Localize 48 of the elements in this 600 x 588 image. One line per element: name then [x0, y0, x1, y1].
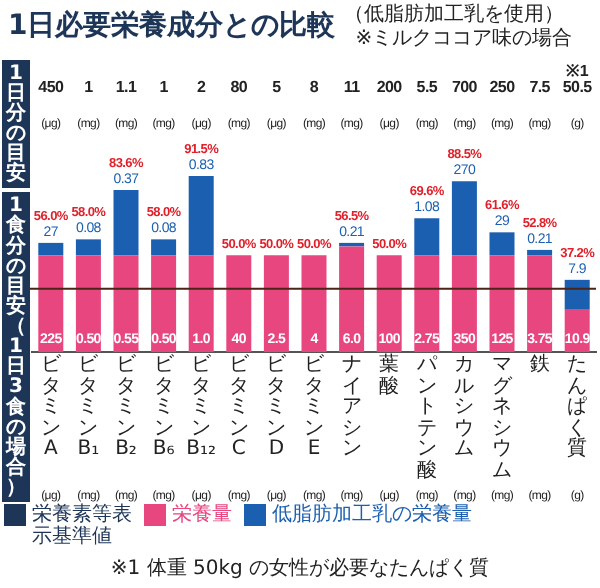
- x-tick-label: ビタミンE: [302, 354, 326, 461]
- x-tick-label: ビタミンC: [226, 354, 251, 461]
- x-tick-label: ビタミンD: [264, 354, 289, 461]
- x-tick-label: ビタミンB₆: [150, 354, 177, 461]
- bar: [188, 176, 214, 256]
- text: ※ミルクココア味の場合: [353, 28, 573, 52]
- bar: [113, 190, 139, 256]
- bar: [414, 255, 440, 352]
- x-tick-label: パントテン酸: [414, 354, 440, 482]
- x-tick-label: カルシウム: [452, 354, 477, 461]
- x-tick-label: 鉄: [527, 354, 552, 377]
- bar: [38, 255, 64, 352]
- bar: [151, 255, 177, 352]
- legend-label: 低脂肪加工乳の栄養量: [272, 504, 472, 526]
- bar: [263, 255, 289, 352]
- bar: [527, 249, 553, 256]
- bar: [451, 255, 477, 352]
- chart-title: 1日必要栄養成分との比較: [8, 8, 336, 46]
- bar: [527, 255, 553, 352]
- x-tick-label: ビタミンA: [38, 354, 63, 461]
- bar: [414, 218, 440, 256]
- bar: [113, 255, 139, 352]
- bar: [75, 255, 101, 352]
- bar: [188, 255, 214, 352]
- bar: [226, 255, 252, 352]
- x-tick-label: ビタミンB₁₂: [185, 354, 218, 461]
- bar: [564, 279, 590, 310]
- text: 栄養素等表示基準値: [32, 504, 132, 548]
- x-tick-label: ビタミンB₁: [75, 354, 102, 461]
- x-tick-label: マグネシウム: [490, 354, 514, 482]
- text: 1食分の目安（1日3食の場合）: [6, 195, 26, 500]
- chart-subtitle: （低脂肪加工乳を使用）: [343, 4, 566, 27]
- bar: [38, 242, 64, 256]
- x-tick-label: ナイアシン: [339, 354, 364, 461]
- x-tick-label: たんぱく質: [565, 354, 590, 461]
- legend-label: 栄養量: [172, 504, 232, 526]
- bar: [301, 255, 327, 352]
- bar: [489, 232, 515, 256]
- text: 1日分の目安: [4, 63, 28, 186]
- bar: [489, 255, 515, 352]
- bar: [376, 255, 402, 352]
- bar: [151, 239, 177, 256]
- x-tick-label: 葉酸: [377, 354, 402, 398]
- bar: [75, 239, 101, 256]
- bar: [451, 181, 477, 256]
- bar: [339, 246, 365, 352]
- x-tick-label: ビタミンB₂: [113, 354, 139, 461]
- text: ※1 体重 50kg の女性が必要なたんぱく質: [108, 555, 492, 582]
